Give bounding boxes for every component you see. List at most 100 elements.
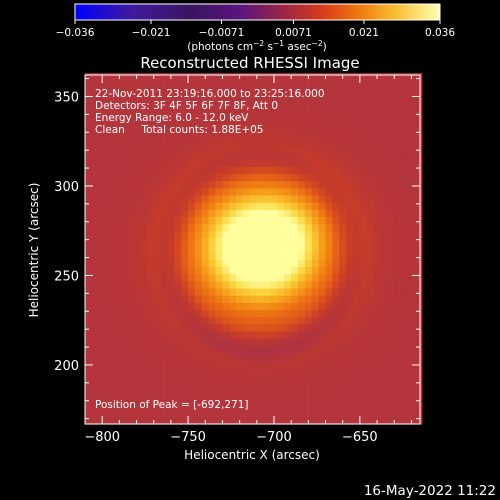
heatmap-cell xyxy=(359,223,368,232)
heatmap-cell xyxy=(249,295,258,303)
heatmap-cell xyxy=(387,216,395,225)
heatmap-cell xyxy=(243,202,251,210)
heatmap-cell xyxy=(222,280,230,289)
heatmap-cell xyxy=(105,230,114,239)
heatmap-cell xyxy=(318,180,327,189)
heatmap-cell xyxy=(243,409,251,418)
heatmap-cell xyxy=(325,130,333,139)
heatmap-cell xyxy=(339,402,347,411)
heatmap-cell xyxy=(387,180,395,189)
heatmap-cell xyxy=(311,144,320,153)
heatmap-cell xyxy=(263,309,272,318)
heatmap-cell xyxy=(298,144,306,153)
heatmap-cell xyxy=(401,166,409,175)
heatmap-cell xyxy=(366,373,375,382)
heatmap-cell xyxy=(98,180,107,189)
heatmap-cell xyxy=(236,180,244,189)
heatmap-cell xyxy=(304,330,313,339)
heatmap-cell xyxy=(236,245,244,253)
heatmap-cell xyxy=(112,187,120,196)
heatmap-cell xyxy=(339,245,347,253)
heatmap-cell xyxy=(174,381,182,389)
heatmap-cell xyxy=(85,173,93,182)
heatmap-cell xyxy=(353,381,361,389)
heatmap-cell xyxy=(346,295,354,303)
heatmap-cell xyxy=(249,338,258,346)
heatmap-cell xyxy=(222,273,230,282)
heatmap-cell xyxy=(174,87,182,96)
heatmap-cell xyxy=(304,402,313,411)
heatmap-cell xyxy=(139,80,148,89)
heatmap-cell xyxy=(222,109,230,117)
heatmap-cell xyxy=(91,101,100,110)
annotation-counts: Clean Total counts: 1.88E+05 xyxy=(95,124,264,136)
heatmap-cell xyxy=(119,144,127,153)
heatmap-cell xyxy=(243,302,251,311)
heatmap-cell xyxy=(373,252,382,260)
heatmap-cell xyxy=(98,109,107,117)
heatmap-cell xyxy=(194,237,203,246)
heatmap-cell xyxy=(380,216,388,225)
heatmap-cell xyxy=(332,381,340,389)
heatmap-cell xyxy=(146,280,155,289)
heatmap-cell xyxy=(311,252,320,260)
heatmap-cell xyxy=(359,87,368,96)
heatmap-cell xyxy=(311,209,320,217)
heatmap-cell xyxy=(373,130,382,139)
heatmap-cell xyxy=(414,388,423,396)
heatmap-cell xyxy=(208,101,217,110)
heatmap-cell xyxy=(366,338,375,346)
heatmap-cell xyxy=(394,130,402,139)
heatmap-cell xyxy=(387,345,395,354)
heatmap-cell xyxy=(407,273,416,282)
heatmap-cell xyxy=(146,216,155,225)
heatmap-cell xyxy=(188,402,196,411)
heatmap-cell xyxy=(160,237,169,246)
heatmap-cell xyxy=(414,123,423,132)
heatmap-cell xyxy=(318,116,327,124)
heatmap-cell xyxy=(222,359,230,368)
heatmap-cell xyxy=(414,259,423,268)
heatmap-cell xyxy=(304,373,313,382)
y-tick-label: 350 xyxy=(54,90,79,105)
heatmap-cell xyxy=(353,280,361,289)
heatmap-cell xyxy=(291,109,299,117)
heatmap-cell xyxy=(359,252,368,260)
heatmap-cell xyxy=(243,266,251,275)
heatmap-cell xyxy=(298,166,306,175)
heatmap-cell xyxy=(222,245,230,253)
heatmap-cell xyxy=(139,409,148,418)
heatmap-cell xyxy=(291,316,299,325)
heatmap-cell xyxy=(401,144,409,153)
heatmap-cell xyxy=(263,388,272,396)
heatmap-cell xyxy=(346,338,354,346)
heatmap-cell xyxy=(311,80,320,89)
heatmap-cell xyxy=(263,259,272,268)
heatmap-cell xyxy=(133,273,141,282)
heatmap-cell xyxy=(318,216,327,225)
heatmap-cell xyxy=(407,309,416,318)
heatmap-cell xyxy=(153,130,162,139)
heatmap-cell xyxy=(85,395,93,404)
heatmap-cell xyxy=(208,252,217,260)
heatmap-cell xyxy=(318,309,327,318)
heatmap-cell xyxy=(85,402,93,411)
heatmap-cell xyxy=(112,409,120,418)
heatmap-cell xyxy=(394,202,402,210)
heatmap-cell xyxy=(160,388,169,396)
heatmap-cell xyxy=(139,266,148,275)
heatmap-cell xyxy=(414,237,423,246)
heatmap-cell xyxy=(277,373,285,382)
heatmap-cell xyxy=(359,187,368,196)
heatmap-cell xyxy=(243,309,251,318)
heatmap-cell xyxy=(277,388,285,396)
heatmap-cell xyxy=(325,280,333,289)
heatmap-cell xyxy=(153,381,162,389)
heatmap-cell xyxy=(394,151,402,160)
heatmap-cell xyxy=(215,245,224,253)
heatmap-cell xyxy=(139,101,148,110)
heatmap-cell xyxy=(346,166,354,175)
heatmap-cell xyxy=(181,151,189,160)
heatmap-cell xyxy=(401,130,409,139)
heatmap-cell xyxy=(373,101,382,110)
